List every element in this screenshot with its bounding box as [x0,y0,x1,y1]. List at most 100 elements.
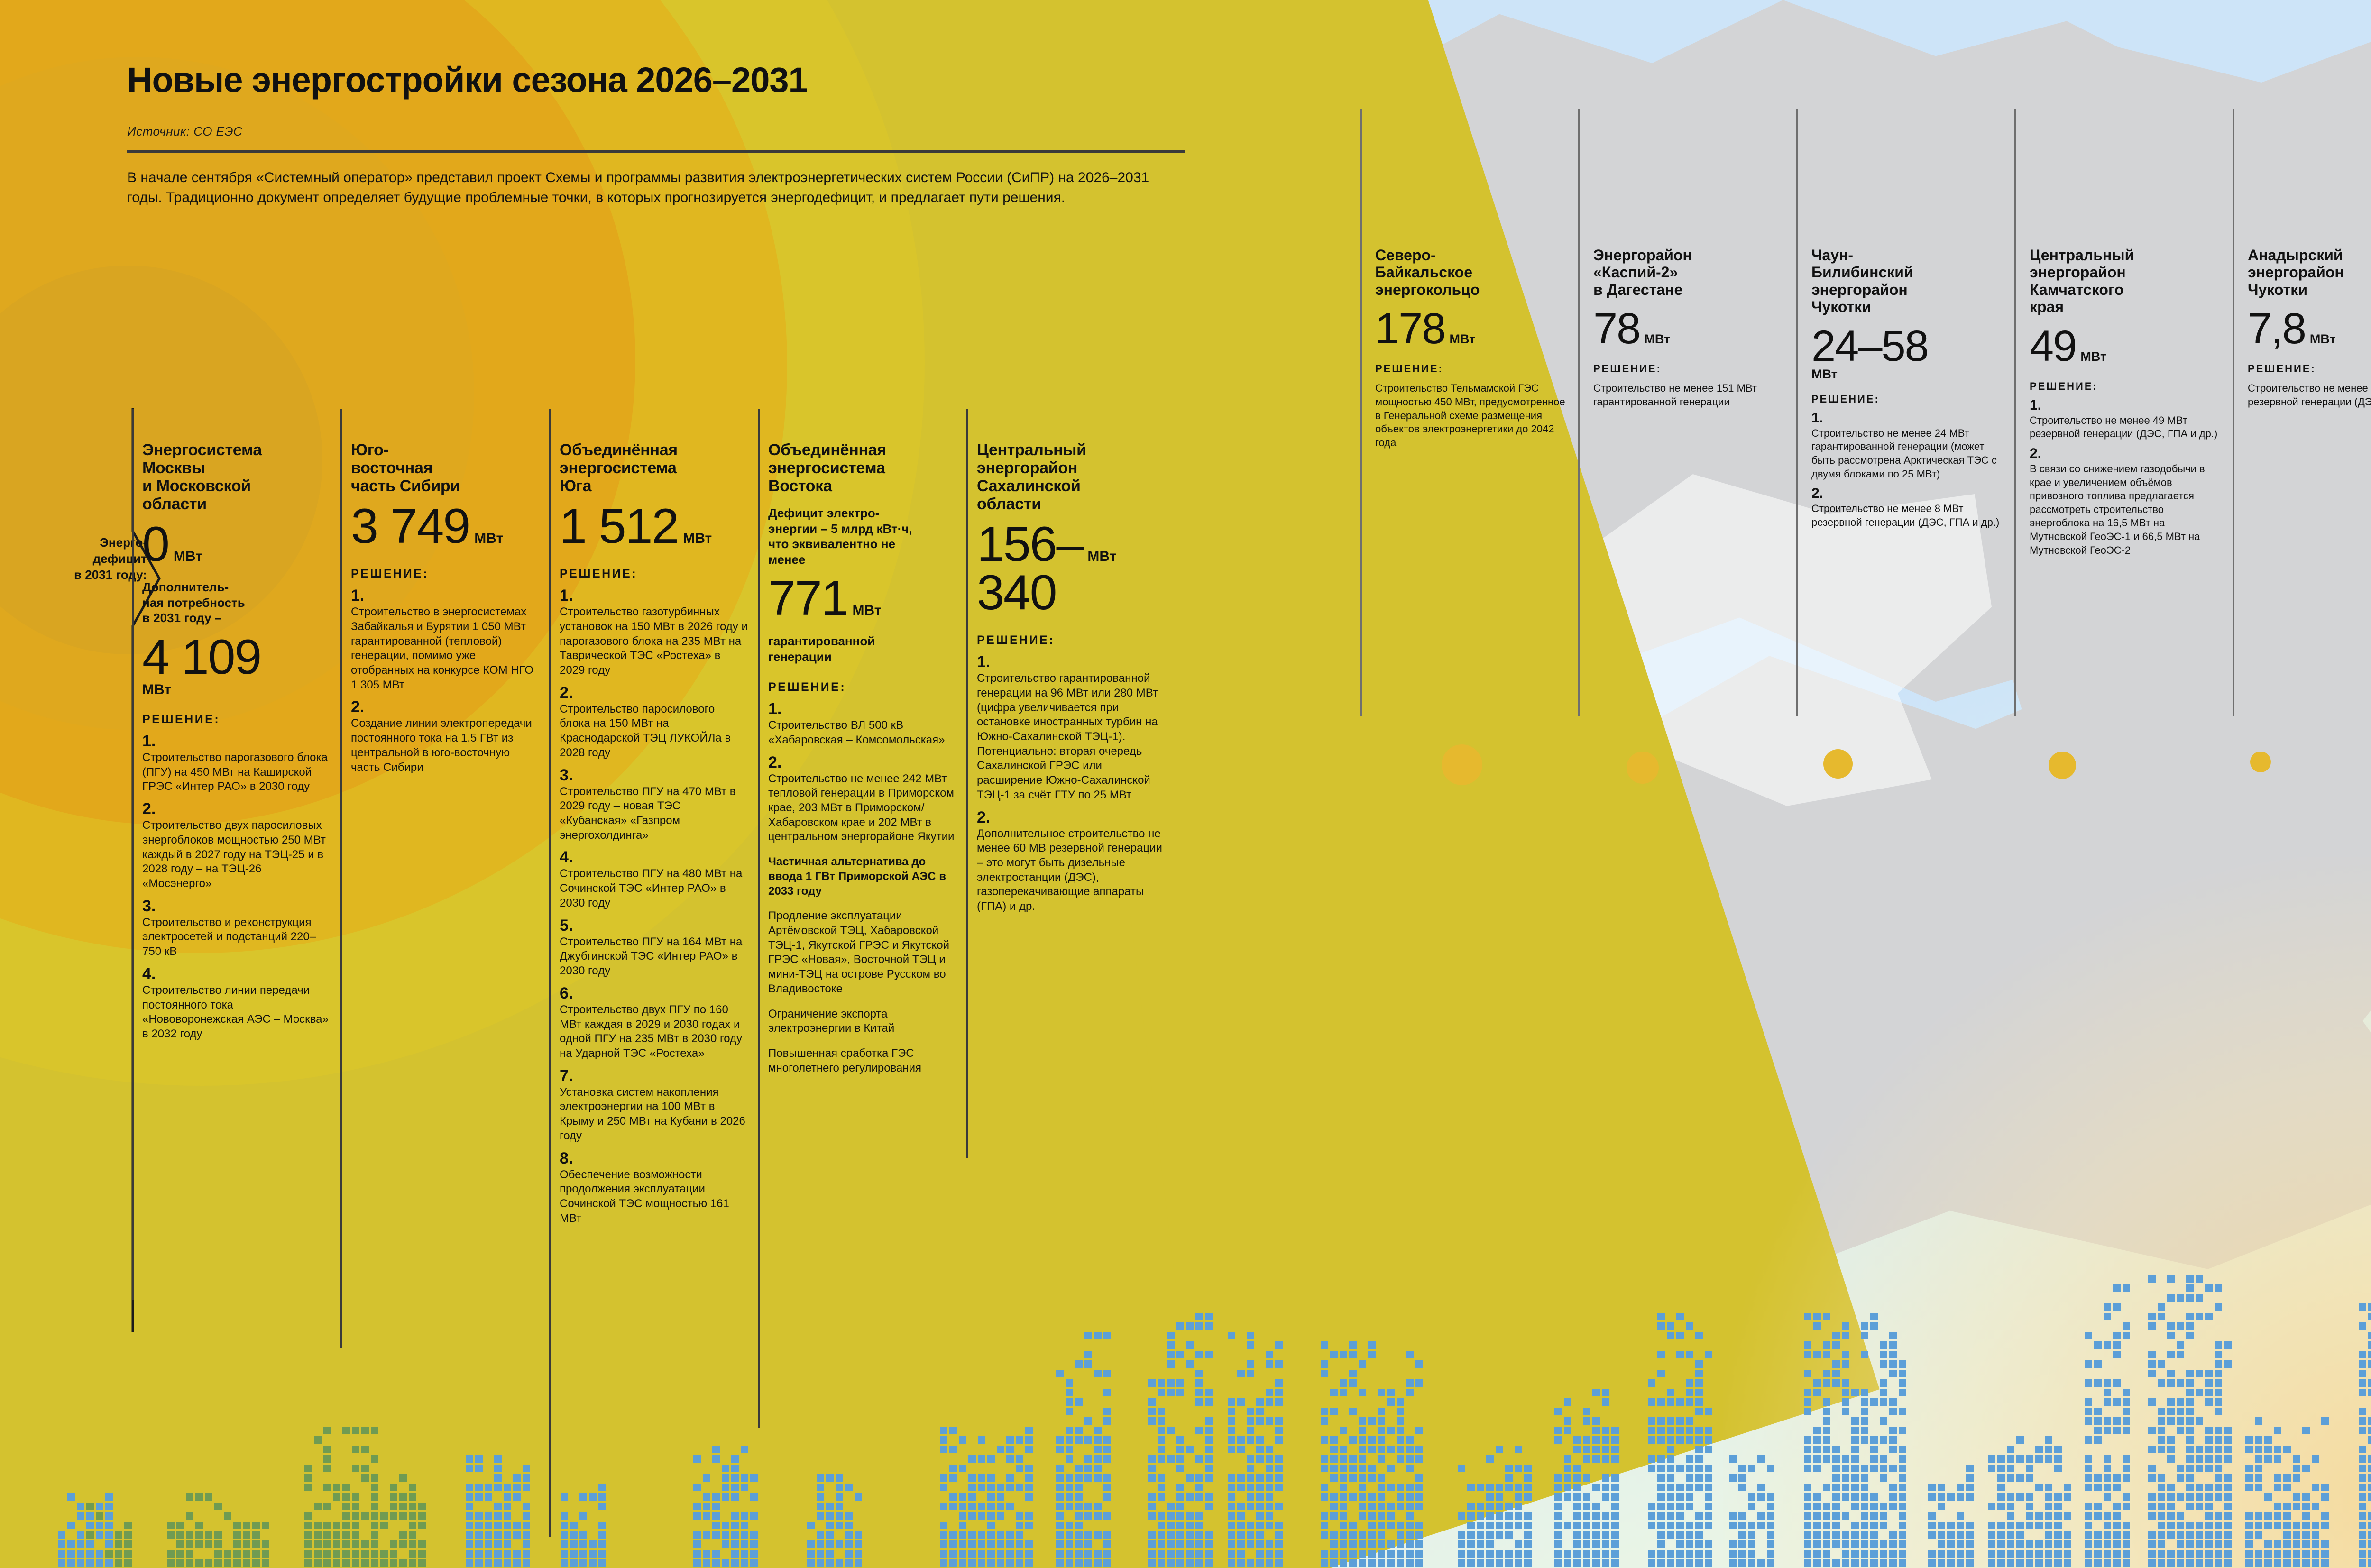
map-dot-3 [1823,749,1853,779]
solution-item-number: 1. [560,587,573,605]
column-note-before: Дефицит электро-энергии – 5 млрд кВт·ч, ч… [768,506,912,567]
solution-item-number: 2. [142,800,156,818]
column-value2-number: 4 109 [142,629,262,685]
card-solution-item-text: В связи со снижением газодобычи в крае и… [2030,463,2205,556]
column-value-unit: МВт [683,531,712,547]
skyline-tower [303,1426,379,1568]
column-divider [340,409,342,1348]
card-solution-text: Строительство Тельмамской ГЭС мощностью … [1375,382,1565,449]
solution-item: 2. Строительство паросилового блока на 15… [560,685,748,761]
solution-heading: РЕШЕНИЕ: [560,567,638,581]
solution-item-text: Строительство ВЛ 500 кВ «Хабаровская – К… [768,719,945,746]
solution-item: 4. Строительство линии передачи постоянно… [142,966,331,1042]
skyline-tower [223,1511,270,1568]
skyline-tower [1647,1312,1713,1568]
card-value: 7,8 МВт [2248,307,2371,350]
skyline-tower [1320,1340,1424,1568]
solution-item-number: 4. [560,848,573,867]
card-value-unit: МВт [1644,332,1671,347]
card-divider [2014,109,2016,716]
solution-item: 1. Строительство ВЛ 500 кВ «Хабаровская –… [768,701,957,747]
column-note-after: гарантированной генерации [768,634,875,664]
column-value: 0 МВт [142,520,331,569]
column-value-unit: МВт [1087,549,1117,565]
column-value: 771 МВт [768,574,957,623]
column-title: Центральный энергорайон Сахалинской области [977,441,1086,513]
solution-item-number: 2. [351,698,365,716]
map-dot-1 [1442,744,1482,785]
region-column-5: Центральный энергорайон Сахалинской области… [966,409,1186,1226]
card-value-number: 78 [1593,304,1641,353]
skyline-tower [1457,1445,1533,1568]
card-divider [1360,109,1362,716]
skyline-tower [465,1454,531,1568]
card-value-unit: МВт [2309,332,2336,347]
card-solution-item: 1. Строительство не менее 49 МВт резервно… [2030,398,2224,441]
column-value: 3 749 МВт [351,502,540,551]
card-divider [1578,109,1580,716]
solution-extra-text: Частичная альтернатива до ввода 1 ГВт Пр… [768,855,946,898]
card-solution-heading: РЕШЕНИЕ: [1593,363,1662,375]
column-value2-unit: МВт [142,681,171,697]
solution-heading: РЕШЕНИЕ: [768,680,846,694]
card-value: 78 МВт [1593,307,1788,350]
solution-item: 2. Строительство двух паросиловых энергоб… [142,801,331,891]
card-solution-item-text: Строительство не менее 8 МВт резервной г… [1811,503,2000,528]
region-card-5: Анадырский энергорайон Чукотки 7,8 МВт РЕШЕНИ… [2233,109,2371,716]
solution-item: 7. Установка систем накопления электроэне… [560,1068,748,1144]
solution-item-number: 2. [560,683,573,702]
skyline-tower [1227,1331,1284,1568]
card-value-unit: МВт [1811,367,1838,381]
skyline-tower [2358,1284,2371,1568]
solution-item-text: Строительство двух паросиловых энергобло… [142,819,326,890]
intro-paragraph: В начале сентября «Системный оператор» п… [127,169,1149,206]
card-solution-item: 1. Строительство не менее 24 МВт гарантир… [1811,411,2006,481]
solution-extra-text: Продление эксплуатации Артёмовской ТЭЦ, … [768,909,950,995]
solution-item-number: 1. [977,653,991,671]
column-value-unit: МВт [852,603,882,619]
skyline-tower [370,1473,427,1568]
column-value-unit: МВт [474,531,504,547]
solution-item: 1. Строительство в энергосистемах Забайка… [351,587,540,692]
card-title: Центральный энергорайон Камчатского края [2030,247,2134,316]
solution-item-number: 1. [351,587,365,605]
skyline-tower [806,1473,863,1568]
solution-item: 1. Строительство газотурбинных установок … [560,587,748,678]
card-solution-heading: РЕШЕНИЕ: [1811,393,1880,405]
card-value-number: 24–58 [1811,321,1929,370]
card-solution-item-number: 1. [1811,410,1824,426]
card-solution-text: Строительство не менее 7,8 МВт резервной… [2248,382,2371,408]
solution-item: 6. Строительство двух ПГУ по 160 МВт кажд… [560,985,748,1061]
solution-item: 5. Строительство ПГУ на 164 МВт на Джубги… [560,917,748,979]
skyline-tower [1803,1312,1907,1568]
card-title: Анадырский энергорайон Чукотки [2248,247,2344,298]
skyline-tower [1147,1312,1213,1568]
skyline-tower [1728,1454,1775,1568]
column-value-unit: МВт [173,549,202,565]
skyline-tower [57,1492,114,1568]
header: Новые энергостройки сезона 2026–2031 Ист… [127,62,1189,208]
solution-item-number: 3. [560,766,573,784]
solution-heading: РЕШЕНИЕ: [351,567,429,581]
card-solution-heading: РЕШЕНИЕ: [1375,363,1443,375]
region-card-3: Чаун- Билибинский энергорайон Чукотки 24–58 М… [1796,109,2030,716]
skyline-tower [692,1445,759,1568]
solution-item-text: Обеспечение возможности продолжения эксп… [560,1168,729,1225]
solution-item-text: Строительство не менее 242 МВт тепловой … [768,772,955,844]
solution-item-text: Строительство парогазового блока (ПГУ) н… [142,751,328,793]
solution-item: 1. Строительство парогазового блока (ПГУ)… [142,733,331,794]
region-column-1: Энергосистема Москвы и Московской области 0 М… [132,409,351,1300]
skyline-tower [1553,1388,1620,1568]
solution-item-text: Строительство и реконструкция электросет… [142,916,316,958]
skyline-tower [2147,1255,2233,1568]
solution-item-number: 2. [768,753,782,771]
card-title: Энергорайон «Каспий-2» в Дагестане [1593,247,1692,298]
solution-item-text: Дополнительное строительство не менее 60… [977,827,1162,913]
skyline-tower [1927,1454,1975,1568]
solution-item-number: 4. [142,964,156,983]
skyline-tower [2244,1416,2330,1568]
card-solution-item-text: Строительство не менее 24 МВт гарантиров… [1811,427,1997,480]
solution-item: 1. Строительство гарантированной генераци… [977,654,1166,802]
card-solution-heading: РЕШЕНИЕ: [2248,363,2316,375]
card-value-number: 49 [2030,321,2077,370]
